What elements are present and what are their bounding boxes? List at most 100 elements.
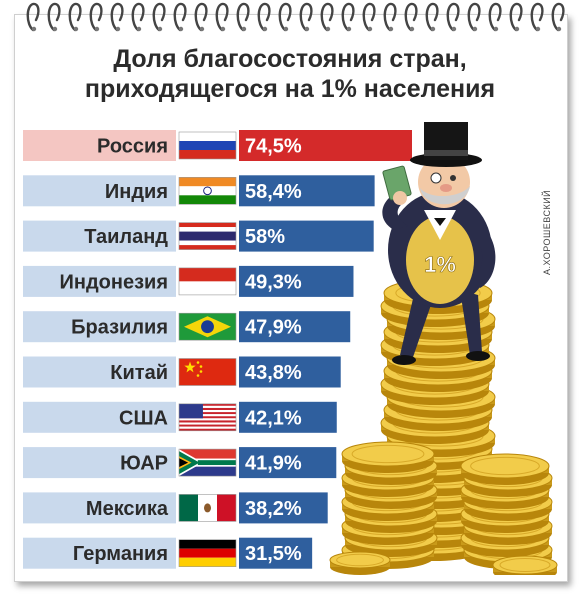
- eye: [450, 175, 456, 181]
- bar: [239, 220, 374, 252]
- nose: [440, 184, 452, 192]
- spiral-ring: [152, 2, 166, 32]
- spiral-ring: [131, 2, 145, 32]
- spiral-hole: [388, 26, 394, 32]
- category-label: Мексика: [86, 498, 169, 520]
- spiral-ring: [509, 2, 523, 32]
- germany-flag: [178, 539, 237, 568]
- spiral-ring: [425, 2, 439, 32]
- bar: [239, 265, 354, 297]
- bar: [239, 537, 313, 569]
- bar: [239, 447, 337, 479]
- category-label: Индия: [105, 181, 168, 203]
- spiral-ring: [173, 2, 187, 32]
- spiral-hole: [73, 26, 79, 32]
- data-label: 58,4%: [245, 181, 302, 203]
- spiral-hole: [94, 26, 100, 32]
- vest: [406, 216, 474, 304]
- category-label: ЮАР: [120, 453, 168, 475]
- spiral-hole: [115, 26, 121, 32]
- leg: [400, 290, 432, 360]
- india-flag: [178, 177, 237, 205]
- spiral-hole: [178, 26, 184, 32]
- spiral-hole: [157, 26, 163, 32]
- beard: [420, 186, 470, 205]
- bar-row: Таиланд 58%: [23, 220, 374, 252]
- spiral-ring: [341, 2, 355, 32]
- hand: [393, 191, 407, 205]
- spiral-hole: [304, 26, 310, 32]
- spiral-hole: [241, 26, 247, 32]
- spiral-ring: [89, 2, 103, 32]
- spiral-hole: [472, 26, 478, 32]
- spiral-hole: [52, 26, 58, 32]
- category-label-background: [23, 265, 176, 297]
- spiral-hole: [367, 26, 373, 32]
- rich-man-on-coins-illustration: 1%: [329, 122, 558, 575]
- chart-title: Доля благосостояния стран, приходящегося…: [18, 44, 562, 104]
- spiral-ring: [320, 2, 334, 32]
- spiral-hole: [283, 26, 289, 32]
- bar-row: Германия 31,5%: [23, 537, 313, 569]
- category-label: Индонезия: [60, 271, 168, 293]
- spiral-ring: [488, 2, 502, 32]
- data-label: 38,2%: [245, 498, 302, 520]
- bar-row: Индия 58,4%: [23, 175, 375, 207]
- category-label: Таиланд: [84, 226, 168, 248]
- bar: [239, 492, 328, 524]
- shoe: [466, 351, 490, 361]
- bar-row: Китай 43,8%: [23, 356, 341, 388]
- data-label: 49,3%: [245, 271, 302, 293]
- spiral-ring: [530, 2, 544, 32]
- monocle-eye: [430, 172, 442, 184]
- spiral-hole: [325, 26, 331, 32]
- spiral-ring: [215, 2, 229, 32]
- bar-row: Индонезия 49,3%: [23, 265, 354, 297]
- category-label-background: [23, 492, 176, 524]
- spiral-hole: [31, 26, 37, 32]
- data-label: 47,9%: [245, 317, 302, 339]
- bar-row: Россия 74,5%: [23, 130, 412, 161]
- spiral-binding: [26, 2, 565, 32]
- spiral-ring: [383, 2, 397, 32]
- spiral-ring: [467, 2, 481, 32]
- spiral-ring: [236, 2, 250, 32]
- bar: [239, 356, 341, 388]
- spiral-hole: [199, 26, 205, 32]
- bar: [239, 401, 337, 433]
- data-label: 42,1%: [245, 407, 302, 429]
- chart-title-line-2: приходящегося на 1% населения: [84, 75, 496, 103]
- data-label: 43,8%: [245, 362, 302, 384]
- spiral-ring: [257, 2, 271, 32]
- spiral-ring: [47, 2, 61, 32]
- indonesia-flag: [178, 267, 237, 296]
- spiral-hole: [262, 26, 268, 32]
- bar-row: ЮАР 41,9%: [23, 447, 337, 479]
- category-label-background: [23, 175, 176, 207]
- spiral-hole: [409, 26, 415, 32]
- bar: [239, 175, 375, 207]
- spiral-hole: [220, 26, 226, 32]
- spiral-hole: [346, 26, 352, 32]
- data-label: 74,5%: [245, 136, 302, 158]
- south-africa-flag: [178, 448, 237, 477]
- one-percent-badge: 1%: [424, 252, 456, 277]
- category-label: США: [119, 407, 168, 429]
- data-label: 31,5%: [245, 543, 302, 565]
- category-label-background: [23, 130, 176, 161]
- category-label: Бразилия: [71, 317, 168, 339]
- category-label: Китай: [110, 362, 168, 384]
- china-flag: [178, 358, 237, 386]
- category-label-background: [23, 401, 176, 433]
- usa-flag: [178, 403, 237, 432]
- spiral-ring: [404, 2, 418, 32]
- shoe: [392, 355, 416, 365]
- spiral-ring: [26, 2, 40, 32]
- spiral-ring: [194, 2, 208, 32]
- mexico-flag: [178, 494, 237, 522]
- category-label: Германия: [73, 543, 168, 565]
- spiral-hole: [556, 26, 562, 32]
- hat-band: [424, 150, 468, 156]
- spiral-hole: [535, 26, 541, 32]
